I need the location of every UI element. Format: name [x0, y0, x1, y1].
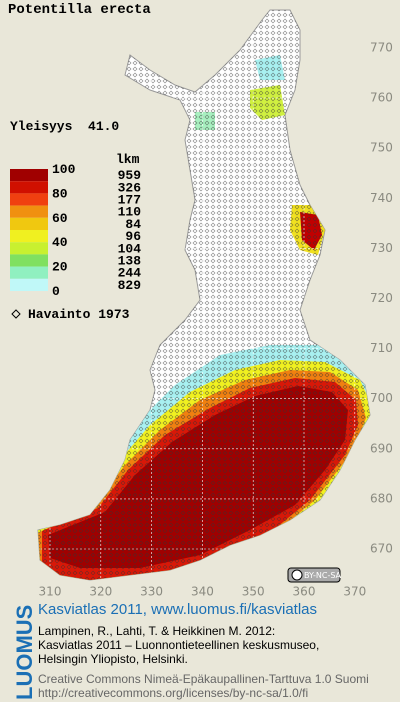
legend-level: 60 — [52, 211, 68, 226]
y-grid-label: 680 — [370, 491, 393, 505]
y-grid-label: 760 — [370, 91, 393, 105]
map-title: Potentilla erecta — [8, 2, 151, 18]
observation: Havainto 1973 — [28, 307, 130, 322]
brand: LUOMUS — [12, 605, 37, 700]
legend-swatch — [10, 230, 48, 243]
legend-count: 829 — [118, 278, 142, 293]
y-grid-label: 700 — [370, 391, 393, 405]
legend-level: 20 — [52, 260, 68, 275]
y-grid-label: 670 — [370, 542, 393, 556]
legend-count: 96 — [125, 229, 141, 244]
legend-count: 326 — [118, 180, 142, 195]
legend-swatch — [10, 242, 48, 255]
license-badge: BY-NC-SA — [287, 567, 342, 583]
legend: lkm Havainto 1973 1008060402009593261771… — [10, 152, 141, 322]
legend-swatch — [10, 278, 48, 291]
legend-level: 80 — [52, 186, 68, 201]
x-grid-label: 330 — [140, 585, 163, 599]
legend-count: 177 — [118, 193, 141, 208]
y-grid-label: 740 — [370, 191, 393, 205]
y-grid-label: 720 — [370, 291, 393, 305]
legend-count: 104 — [118, 241, 142, 256]
x-grid-label: 340 — [191, 585, 214, 599]
x-grid-label: 310 — [39, 585, 62, 599]
y-grid-label: 690 — [370, 441, 393, 455]
legend-swatch — [10, 266, 48, 279]
frequency: Yleisyys 41.0 — [10, 119, 119, 134]
legend-swatch — [10, 193, 48, 206]
y-grid-label: 730 — [370, 241, 393, 255]
legend-swatch — [10, 181, 48, 194]
legend-count: 84 — [125, 217, 141, 232]
legend-level: 100 — [52, 162, 76, 177]
legend-swatch — [10, 205, 48, 218]
x-grid-label: 350 — [242, 585, 265, 599]
observation-symbol — [11, 309, 21, 319]
legend-swatch — [10, 217, 48, 230]
citation-line: Helsingin Yliopisto, Helsinki. — [38, 652, 188, 666]
citation-line: Kasviatlas 2011 – Luonnontieteellinen ke… — [38, 638, 319, 652]
map — [37, 9, 371, 581]
legend-count: 110 — [118, 205, 142, 220]
y-grid-label: 750 — [370, 141, 393, 155]
legend-level: 40 — [52, 235, 68, 250]
distribution — [38, 10, 370, 580]
legend-count: 244 — [118, 266, 142, 281]
legend-swatch — [10, 169, 48, 182]
y-grid-label: 770 — [370, 41, 393, 55]
license-line: Creative Commons Nimeä-Epäkaupallinen-Ta… — [38, 672, 369, 686]
legend-level: 0 — [52, 284, 60, 299]
legend-count: 959 — [118, 168, 142, 183]
license-badge-text: BY-NC-SA — [304, 571, 342, 580]
x-grid-label: 360 — [293, 585, 316, 599]
x-grid-label: 370 — [343, 585, 366, 599]
citation-line: Lampinen, R., Lahti, T. & Heikkinen M. 2… — [38, 624, 275, 638]
license-line: http://creativecommons.org/licenses/by-n… — [38, 686, 308, 700]
legend-unit: lkm — [116, 152, 140, 167]
y-grid-label: 710 — [370, 341, 393, 355]
x-grid-label: 320 — [89, 585, 112, 599]
legend-count: 138 — [118, 254, 142, 269]
footer-title: Kasviatlas 2011, www.luomus.fi/kasviatla… — [38, 601, 317, 618]
legend-swatch — [10, 254, 48, 267]
footer: LUOMUS Kasviatlas 2011, www.luomus.fi/ka… — [12, 601, 369, 700]
